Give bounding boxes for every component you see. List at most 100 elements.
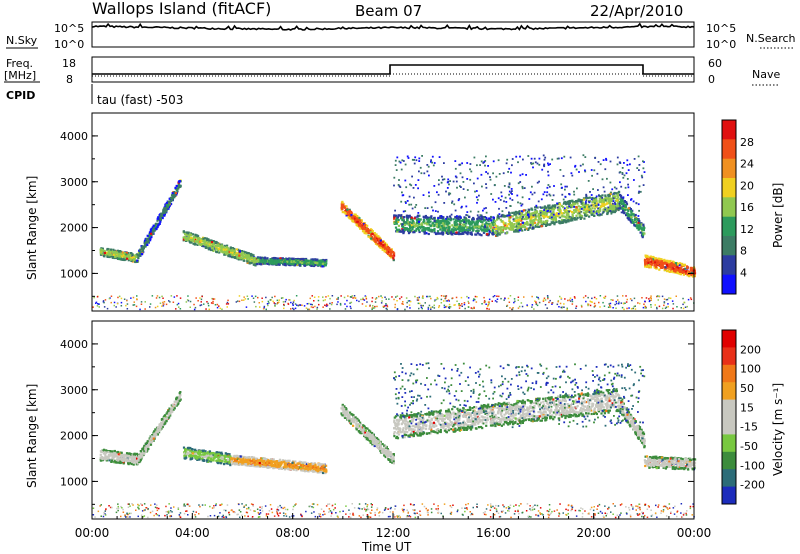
data-cell-band-7 — [629, 220, 633, 223]
data-cell-scatter — [445, 217, 447, 220]
data-cell-band-2 — [212, 249, 215, 252]
data-cell-band-2 — [215, 244, 218, 247]
data-cell-ground — [278, 299, 280, 301]
data-cell-scatter — [627, 186, 630, 189]
data-cell-band-5 — [491, 228, 494, 231]
data-cell-ground — [676, 306, 678, 308]
data-cell-band-2 — [201, 239, 204, 242]
data-cell-band-3 — [308, 261, 311, 264]
data-cell-scatter — [511, 158, 514, 160]
data-cell-band-8 — [647, 261, 650, 264]
data-cell-band-6 — [542, 216, 545, 219]
data-cell-ground — [219, 307, 221, 310]
data-cell-band-6 — [554, 218, 557, 222]
data-cell-band-6 — [551, 215, 555, 218]
data-cell-band-2 — [182, 230, 185, 233]
data-cell-band-7 — [633, 218, 636, 222]
data-cell-scatter — [517, 182, 520, 185]
data-cell-scatter — [443, 162, 445, 164]
data-cell-band-0 — [103, 255, 106, 258]
data-cell-band-4 — [347, 211, 350, 214]
data-cell-band-2 — [202, 237, 205, 240]
data-cell-ground — [374, 301, 377, 303]
data-cell-ground — [668, 297, 670, 299]
data-cell-ground — [140, 301, 143, 303]
data-cell-ground — [396, 308, 399, 311]
data-cell-band-4 — [357, 218, 360, 221]
data-cell-ground — [419, 302, 421, 305]
data-cell-band-4 — [358, 225, 361, 229]
data-cell-band-6 — [545, 222, 548, 225]
data-cell-band-6 — [575, 201, 578, 204]
data-cell-ground — [438, 305, 441, 307]
data-cell-band-8 — [667, 266, 670, 270]
data-cell-band-6 — [610, 199, 613, 203]
data-cell-band-7 — [641, 227, 644, 230]
data-cell-band-6 — [607, 209, 610, 212]
data-cell-ground — [371, 297, 374, 299]
data-cell-band-2 — [234, 256, 237, 259]
data-cell-ground — [365, 305, 367, 307]
data-cell-band-5 — [440, 222, 443, 225]
data-cell-band-5 — [417, 229, 421, 232]
cpid-label: CPID — [6, 89, 35, 102]
data-cell-scatter — [428, 195, 430, 198]
data-cell-band-5 — [425, 216, 428, 219]
data-cell-band-2 — [218, 251, 221, 254]
data-cell-band-3 — [284, 261, 287, 264]
data-cell-band-4 — [373, 232, 376, 235]
data-cell-scatter — [549, 194, 552, 197]
data-cell-ground — [669, 297, 672, 299]
data-cell-band-5 — [473, 225, 476, 228]
data-cell-band-4 — [381, 246, 385, 249]
data-cell-ground — [531, 306, 533, 308]
data-cell-band-6 — [517, 226, 520, 229]
data-cell-band-6 — [583, 206, 586, 209]
data-cell-band-0 — [136, 253, 139, 256]
data-cell-band-6 — [513, 225, 516, 229]
data-cell-band-5 — [490, 219, 493, 222]
data-cell-ground — [287, 303, 290, 305]
data-cell-band-8 — [654, 263, 657, 266]
data-cell-ground — [470, 307, 473, 309]
data-cell-scatter — [517, 161, 519, 164]
data-cell-band-5 — [492, 216, 495, 219]
data-cell-scatter — [568, 210, 570, 213]
y-tick-label: 4000 — [60, 130, 88, 143]
data-cell-band-2 — [185, 231, 189, 234]
data-cell-band-6 — [616, 201, 619, 204]
data-cell-band-6 — [614, 209, 617, 212]
data-cell-ground — [623, 308, 625, 311]
data-cell-ground — [424, 302, 426, 304]
data-cell-band-6 — [520, 225, 523, 228]
y-tick-label: 1000 — [60, 267, 88, 280]
data-cell-band-2 — [207, 238, 210, 241]
data-cell-band-5 — [410, 224, 413, 227]
data-cell-band-4 — [389, 252, 393, 255]
data-cell-ground — [385, 307, 387, 310]
data-cell-ground — [133, 301, 135, 303]
data-cell-ground — [467, 300, 469, 303]
data-cell-ground — [427, 295, 429, 298]
data-cell-ground — [396, 300, 398, 302]
data-cell-scatter — [475, 190, 478, 192]
data-cell-ground — [656, 295, 658, 298]
data-cell-band-5 — [436, 230, 440, 233]
data-cell-band-3 — [263, 262, 267, 265]
data-cell-band-6 — [576, 216, 579, 220]
data-cell-scatter — [438, 179, 440, 181]
data-cell-band-2 — [206, 245, 209, 248]
data-cell-scatter — [639, 190, 642, 193]
data-cell-band-8 — [649, 255, 652, 258]
data-cell-scatter — [448, 193, 450, 196]
data-cell-scatter — [528, 216, 530, 219]
data-cell-band-4 — [352, 215, 355, 218]
data-cell-ground — [654, 304, 656, 306]
data-cell-band-4 — [390, 250, 393, 253]
data-cell-band-6 — [615, 207, 618, 210]
data-cell-band-4 — [370, 236, 373, 239]
data-cell-scatter — [556, 202, 558, 205]
power-ylabel: Slant Range [km] — [25, 176, 39, 280]
data-cell-band-6 — [508, 228, 511, 231]
data-cell-band-4 — [387, 251, 390, 254]
